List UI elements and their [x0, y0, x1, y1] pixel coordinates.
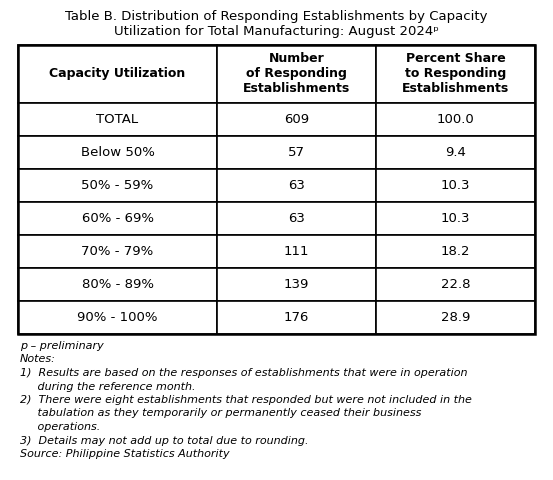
Text: 70% - 79%: 70% - 79%: [81, 245, 154, 258]
Bar: [217, 202, 376, 235]
Text: Capacity Utilization: Capacity Utilization: [49, 68, 186, 81]
Text: 18.2: 18.2: [441, 245, 471, 258]
Text: 139: 139: [284, 278, 309, 291]
Bar: [217, 169, 376, 202]
Text: during the reference month.: during the reference month.: [20, 382, 196, 392]
Text: 3)  Details may not add up to total due to rounding.: 3) Details may not add up to total due t…: [20, 435, 309, 445]
Text: Number
of Responding
Establishments: Number of Responding Establishments: [243, 52, 350, 96]
Bar: [18, 268, 217, 301]
Text: Table B. Distribution of Responding Establishments by Capacity: Table B. Distribution of Responding Esta…: [65, 10, 488, 23]
Bar: [217, 45, 376, 103]
Bar: [18, 103, 217, 136]
Text: 22.8: 22.8: [441, 278, 471, 291]
Text: 111: 111: [284, 245, 310, 258]
Text: 63: 63: [288, 212, 305, 225]
Text: Percent Share
to Responding
Establishments: Percent Share to Responding Establishmen…: [402, 52, 509, 96]
Text: Below 50%: Below 50%: [81, 146, 154, 159]
Text: 10.3: 10.3: [441, 212, 471, 225]
Bar: [217, 301, 376, 334]
Bar: [376, 235, 535, 268]
Text: 28.9: 28.9: [441, 311, 471, 324]
Text: 9.4: 9.4: [445, 146, 466, 159]
Text: TOTAL: TOTAL: [96, 113, 139, 126]
Bar: [376, 45, 535, 103]
Bar: [217, 103, 376, 136]
Text: operations.: operations.: [20, 422, 100, 432]
Text: 2)  There were eight establishments that responded but were not included in the: 2) There were eight establishments that …: [20, 395, 472, 405]
Bar: [18, 136, 217, 169]
Bar: [18, 45, 217, 103]
Text: 50% - 59%: 50% - 59%: [81, 179, 154, 192]
Text: Notes:: Notes:: [20, 355, 56, 364]
Bar: [18, 301, 217, 334]
Bar: [376, 136, 535, 169]
Text: tabulation as they temporarily or permanently ceased their business: tabulation as they temporarily or perman…: [20, 408, 421, 419]
Bar: [376, 103, 535, 136]
Text: 609: 609: [284, 113, 309, 126]
Bar: [217, 136, 376, 169]
Text: 63: 63: [288, 179, 305, 192]
Text: Source: Philippine Statistics Authority: Source: Philippine Statistics Authority: [20, 449, 229, 459]
Text: 80% - 89%: 80% - 89%: [81, 278, 154, 291]
Bar: [376, 301, 535, 334]
Text: 57: 57: [288, 146, 305, 159]
Text: 1)  Results are based on the responses of establishments that were in operation: 1) Results are based on the responses of…: [20, 368, 467, 378]
Bar: [18, 169, 217, 202]
Text: 100.0: 100.0: [437, 113, 474, 126]
Bar: [376, 268, 535, 301]
Bar: [18, 202, 217, 235]
Text: p – preliminary: p – preliminary: [20, 341, 104, 351]
Text: 10.3: 10.3: [441, 179, 471, 192]
Text: 60% - 69%: 60% - 69%: [81, 212, 154, 225]
Bar: [217, 235, 376, 268]
Bar: [18, 235, 217, 268]
Bar: [376, 169, 535, 202]
Bar: [217, 268, 376, 301]
Text: Utilization for Total Manufacturing: August 2024ᵖ: Utilization for Total Manufacturing: Aug…: [114, 25, 439, 38]
Bar: [376, 202, 535, 235]
Text: 90% - 100%: 90% - 100%: [77, 311, 158, 324]
Bar: [18, 45, 535, 334]
Text: 176: 176: [284, 311, 309, 324]
